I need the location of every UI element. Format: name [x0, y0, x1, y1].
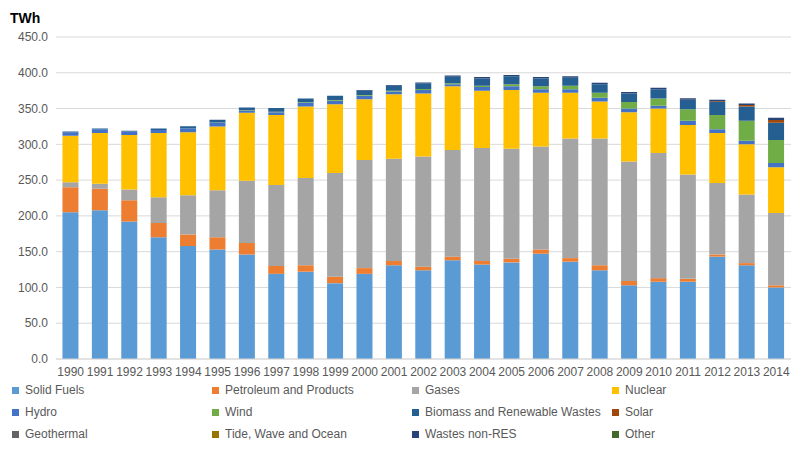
- svg-text:300.0: 300.0: [18, 138, 48, 152]
- svg-text:100.0: 100.0: [18, 281, 48, 295]
- html-text:Gases: Gases: [425, 383, 460, 397]
- html-text:Wastes non-RES: Wastes non-RES: [425, 427, 517, 441]
- html-text:Solid Fuels: Solid Fuels: [25, 383, 85, 397]
- svg-text:2006: 2006: [528, 365, 555, 379]
- svg-text:2005: 2005: [498, 365, 525, 379]
- html-text:Tide, Wave and Ocean: Tide, Wave and Ocean: [225, 427, 347, 441]
- svg-text:1994: 1994: [175, 365, 202, 379]
- svg-text:2013: 2013: [734, 365, 761, 379]
- svg-text:1999: 1999: [322, 365, 349, 379]
- svg-text:1995: 1995: [204, 365, 231, 379]
- svg-text:2011: 2011: [675, 365, 701, 379]
- html-text:Nuclear: Nuclear: [625, 383, 667, 397]
- svg-text:1991: 1991: [87, 365, 114, 379]
- svg-text:2009: 2009: [616, 365, 643, 379]
- svg-text:400.0: 400.0: [18, 66, 48, 80]
- svg-text:1992: 1992: [116, 365, 143, 379]
- svg-text:150.0: 150.0: [18, 245, 48, 259]
- svg-text:1996: 1996: [234, 365, 261, 379]
- svg-text:1998: 1998: [293, 365, 320, 379]
- html-text:Solar: Solar: [625, 405, 653, 419]
- html-text:Hydro: Hydro: [25, 405, 57, 419]
- svg-text:2012: 2012: [704, 365, 731, 379]
- svg-text:2003: 2003: [440, 365, 467, 379]
- svg-text:2008: 2008: [587, 365, 614, 379]
- svg-text:1997: 1997: [263, 365, 290, 379]
- svg-text:2001: 2001: [381, 365, 408, 379]
- svg-text:2014: 2014: [763, 365, 790, 379]
- svg-text:2004: 2004: [469, 365, 496, 379]
- html-text:Other: Other: [625, 427, 655, 441]
- svg-text:50.0: 50.0: [25, 316, 49, 330]
- svg-text:2007: 2007: [557, 365, 584, 379]
- html-text:Petroleum and Products: Petroleum and Products: [225, 383, 354, 397]
- svg-text:450.0: 450.0: [18, 30, 48, 44]
- html-text:Biomass and Renewable Wastes: Biomass and Renewable Wastes: [425, 405, 601, 419]
- html-text:Wind: Wind: [225, 405, 253, 419]
- svg-text:1993: 1993: [146, 365, 173, 379]
- html-text:Geothermal: Geothermal: [25, 427, 88, 441]
- svg-text:350.0: 350.0: [18, 102, 48, 116]
- svg-text:250.0: 250.0: [18, 173, 48, 187]
- svg-text:0.0: 0.0: [31, 352, 48, 366]
- svg-text:1990: 1990: [57, 365, 84, 379]
- svg-text:200.0: 200.0: [18, 209, 48, 223]
- svg-text:2010: 2010: [645, 365, 672, 379]
- html-text:TWh: TWh: [10, 10, 41, 26]
- svg-text:2002: 2002: [410, 365, 437, 379]
- svg-text:2000: 2000: [351, 365, 378, 379]
